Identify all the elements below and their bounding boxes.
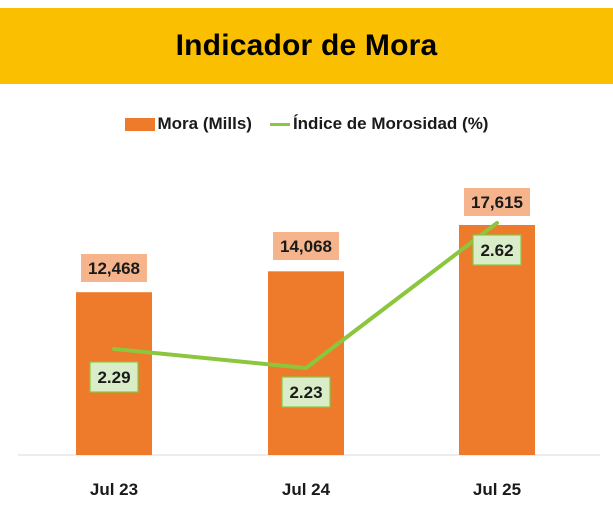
chart-header: Indicador de Mora [0, 8, 613, 84]
bar-value-label-1: 14,068 [280, 237, 332, 256]
legend-item-indice: Índice de Morosidad (%) [269, 114, 489, 134]
x-tick-label-1: Jul 24 [282, 480, 331, 499]
line-value-label-0: 2.29 [97, 368, 130, 387]
bar-1 [268, 271, 344, 455]
bar-value-label-0: 12,468 [88, 259, 140, 278]
legend-label-mora: Mora (Mills) [157, 114, 252, 133]
legend-bar-swatch [124, 117, 155, 131]
chart-legend: Mora (Mills) Índice de Morosidad (%) [0, 114, 613, 134]
bar-label-bg-1 [273, 232, 339, 260]
line-label-bg-2 [472, 234, 522, 266]
line-series-indice [112, 221, 499, 370]
bar-label-bg-0 [81, 254, 147, 282]
line-value-label-2: 2.62 [480, 241, 513, 260]
line-label-bg-0 [89, 361, 139, 393]
x-tick-label-0: Jul 23 [90, 480, 138, 499]
legend-label-indice: Índice de Morosidad (%) [292, 114, 489, 133]
legend-line-swatch [269, 122, 290, 126]
line-value-label-1: 2.23 [289, 383, 322, 402]
legend-item-mora: Mora (Mills) [124, 114, 252, 134]
bar-value-label-2: 17,615 [471, 193, 523, 212]
x-tick-label-2: Jul 25 [473, 480, 521, 499]
chart-title: Indicador de Mora [175, 29, 438, 62]
bar-label-bg-2 [464, 188, 530, 216]
line-label-bg-1 [281, 376, 331, 408]
